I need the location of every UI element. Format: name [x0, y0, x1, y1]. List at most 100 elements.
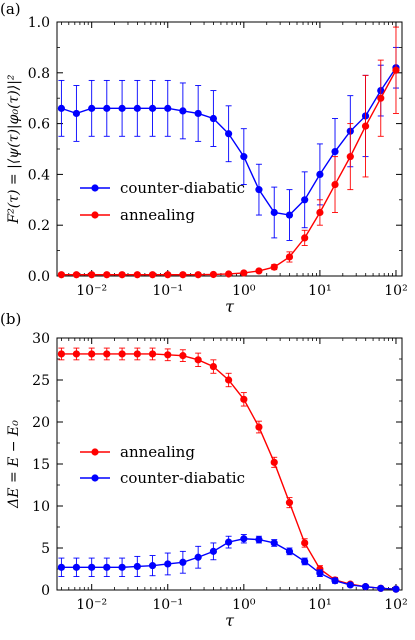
data-point [209, 547, 217, 555]
y-tick-label: 0.4 [28, 167, 50, 183]
data-point [270, 539, 278, 547]
data-point [57, 563, 66, 571]
data-point [179, 352, 187, 360]
x-tick-label: 10¹ [308, 597, 331, 613]
data-point [118, 271, 126, 279]
panel-label: (a) [0, 0, 21, 18]
panel-a: (a) 10⁻² 10⁻¹ 10⁰ 10¹ 10² 0.0 0.2 0.4 0.6 0.8 1.0 τ F… [0, 0, 408, 316]
x-tick-label: 10² [384, 283, 407, 299]
data-point [316, 569, 324, 577]
x-tick-label: 10⁻¹ [152, 597, 183, 613]
data-point [255, 186, 263, 194]
x-axis-label: τ [225, 297, 235, 316]
data-point [240, 395, 248, 403]
data-point [270, 263, 278, 271]
data-point [301, 196, 309, 204]
data-point [118, 350, 126, 358]
data-point [88, 350, 96, 358]
data-point [361, 122, 370, 130]
y-tick-label: 10 [32, 499, 50, 515]
x-tick-label: 10⁰ [232, 283, 256, 299]
data-point [225, 270, 233, 278]
y-tick-label: 0.6 [28, 117, 50, 133]
x-tick-label: 10¹ [308, 283, 331, 299]
data-point [57, 350, 66, 358]
data-point [301, 557, 309, 566]
data-point [103, 350, 111, 358]
data-point [194, 553, 202, 561]
x-tick-label: 10⁻² [76, 283, 107, 299]
x-tick-label: 10² [384, 597, 407, 613]
y-tick-label: 0.8 [28, 66, 50, 82]
data-point [72, 563, 81, 571]
data-point [331, 577, 339, 585]
y-tick-label: 20 [32, 415, 50, 431]
data-point [240, 535, 248, 543]
data-point [57, 104, 66, 112]
data-point [179, 558, 187, 566]
data-point [255, 536, 263, 544]
data-point [255, 423, 263, 431]
data-point [179, 107, 187, 115]
data-point [164, 560, 172, 568]
data-point [194, 356, 202, 364]
data-point [118, 104, 126, 112]
data-point [316, 208, 324, 217]
x-tick-label: 10⁰ [232, 597, 256, 613]
data-point [194, 271, 202, 279]
data-point [88, 563, 96, 571]
data-point [164, 271, 172, 279]
data-point [57, 271, 66, 279]
data-point [88, 104, 96, 112]
data-point [103, 563, 111, 571]
data-point [209, 114, 217, 123]
data-point [103, 271, 111, 279]
legend-marker [91, 448, 99, 456]
data-point [225, 538, 233, 546]
x-axis-label: τ [225, 611, 235, 630]
data-point [209, 362, 217, 371]
data-point [103, 104, 111, 112]
data-point [225, 130, 233, 138]
data-point [72, 109, 81, 118]
y-tick-label: 0.0 [28, 269, 50, 285]
legend-label: counter-diabatic [120, 469, 245, 487]
data-point [285, 211, 294, 219]
data-point [316, 170, 324, 178]
data-point [377, 584, 385, 592]
series-counter-diabatic [57, 534, 400, 593]
data-point [240, 153, 248, 161]
data-point [270, 458, 278, 466]
data-point [285, 499, 294, 507]
legend: annealing counter-diabatic [80, 443, 245, 487]
data-point [331, 147, 339, 156]
data-point [179, 271, 187, 279]
data-point [88, 271, 96, 279]
data-point [133, 562, 141, 571]
data-point [285, 547, 294, 555]
data-point [72, 271, 81, 279]
data-point [133, 271, 141, 279]
panel-label: (b) [0, 310, 21, 328]
series-annealing [57, 26, 400, 279]
data-point [240, 269, 248, 277]
y-tick-label: 1.0 [28, 15, 50, 31]
data-point [225, 376, 233, 384]
y-tick-label: 5 [41, 541, 50, 557]
legend-marker [91, 184, 99, 192]
data-point [346, 153, 354, 161]
data-point [148, 271, 157, 279]
series-counter-diabatic [57, 46, 400, 241]
y-tick-label: 25 [32, 373, 50, 389]
y-axis-label: F²(τ) = |⟨ψ(τ)|φ₀(τ)⟩|² [6, 74, 22, 224]
data-point [377, 94, 385, 102]
legend: counter-diabatic annealing [80, 179, 245, 224]
y-axis-label: ΔE = E − E₀ [6, 420, 22, 509]
data-point [133, 104, 141, 112]
data-point [118, 563, 126, 571]
data-point [392, 66, 400, 74]
data-point [72, 350, 81, 358]
data-point [148, 562, 157, 570]
legend-label: annealing [120, 206, 195, 224]
